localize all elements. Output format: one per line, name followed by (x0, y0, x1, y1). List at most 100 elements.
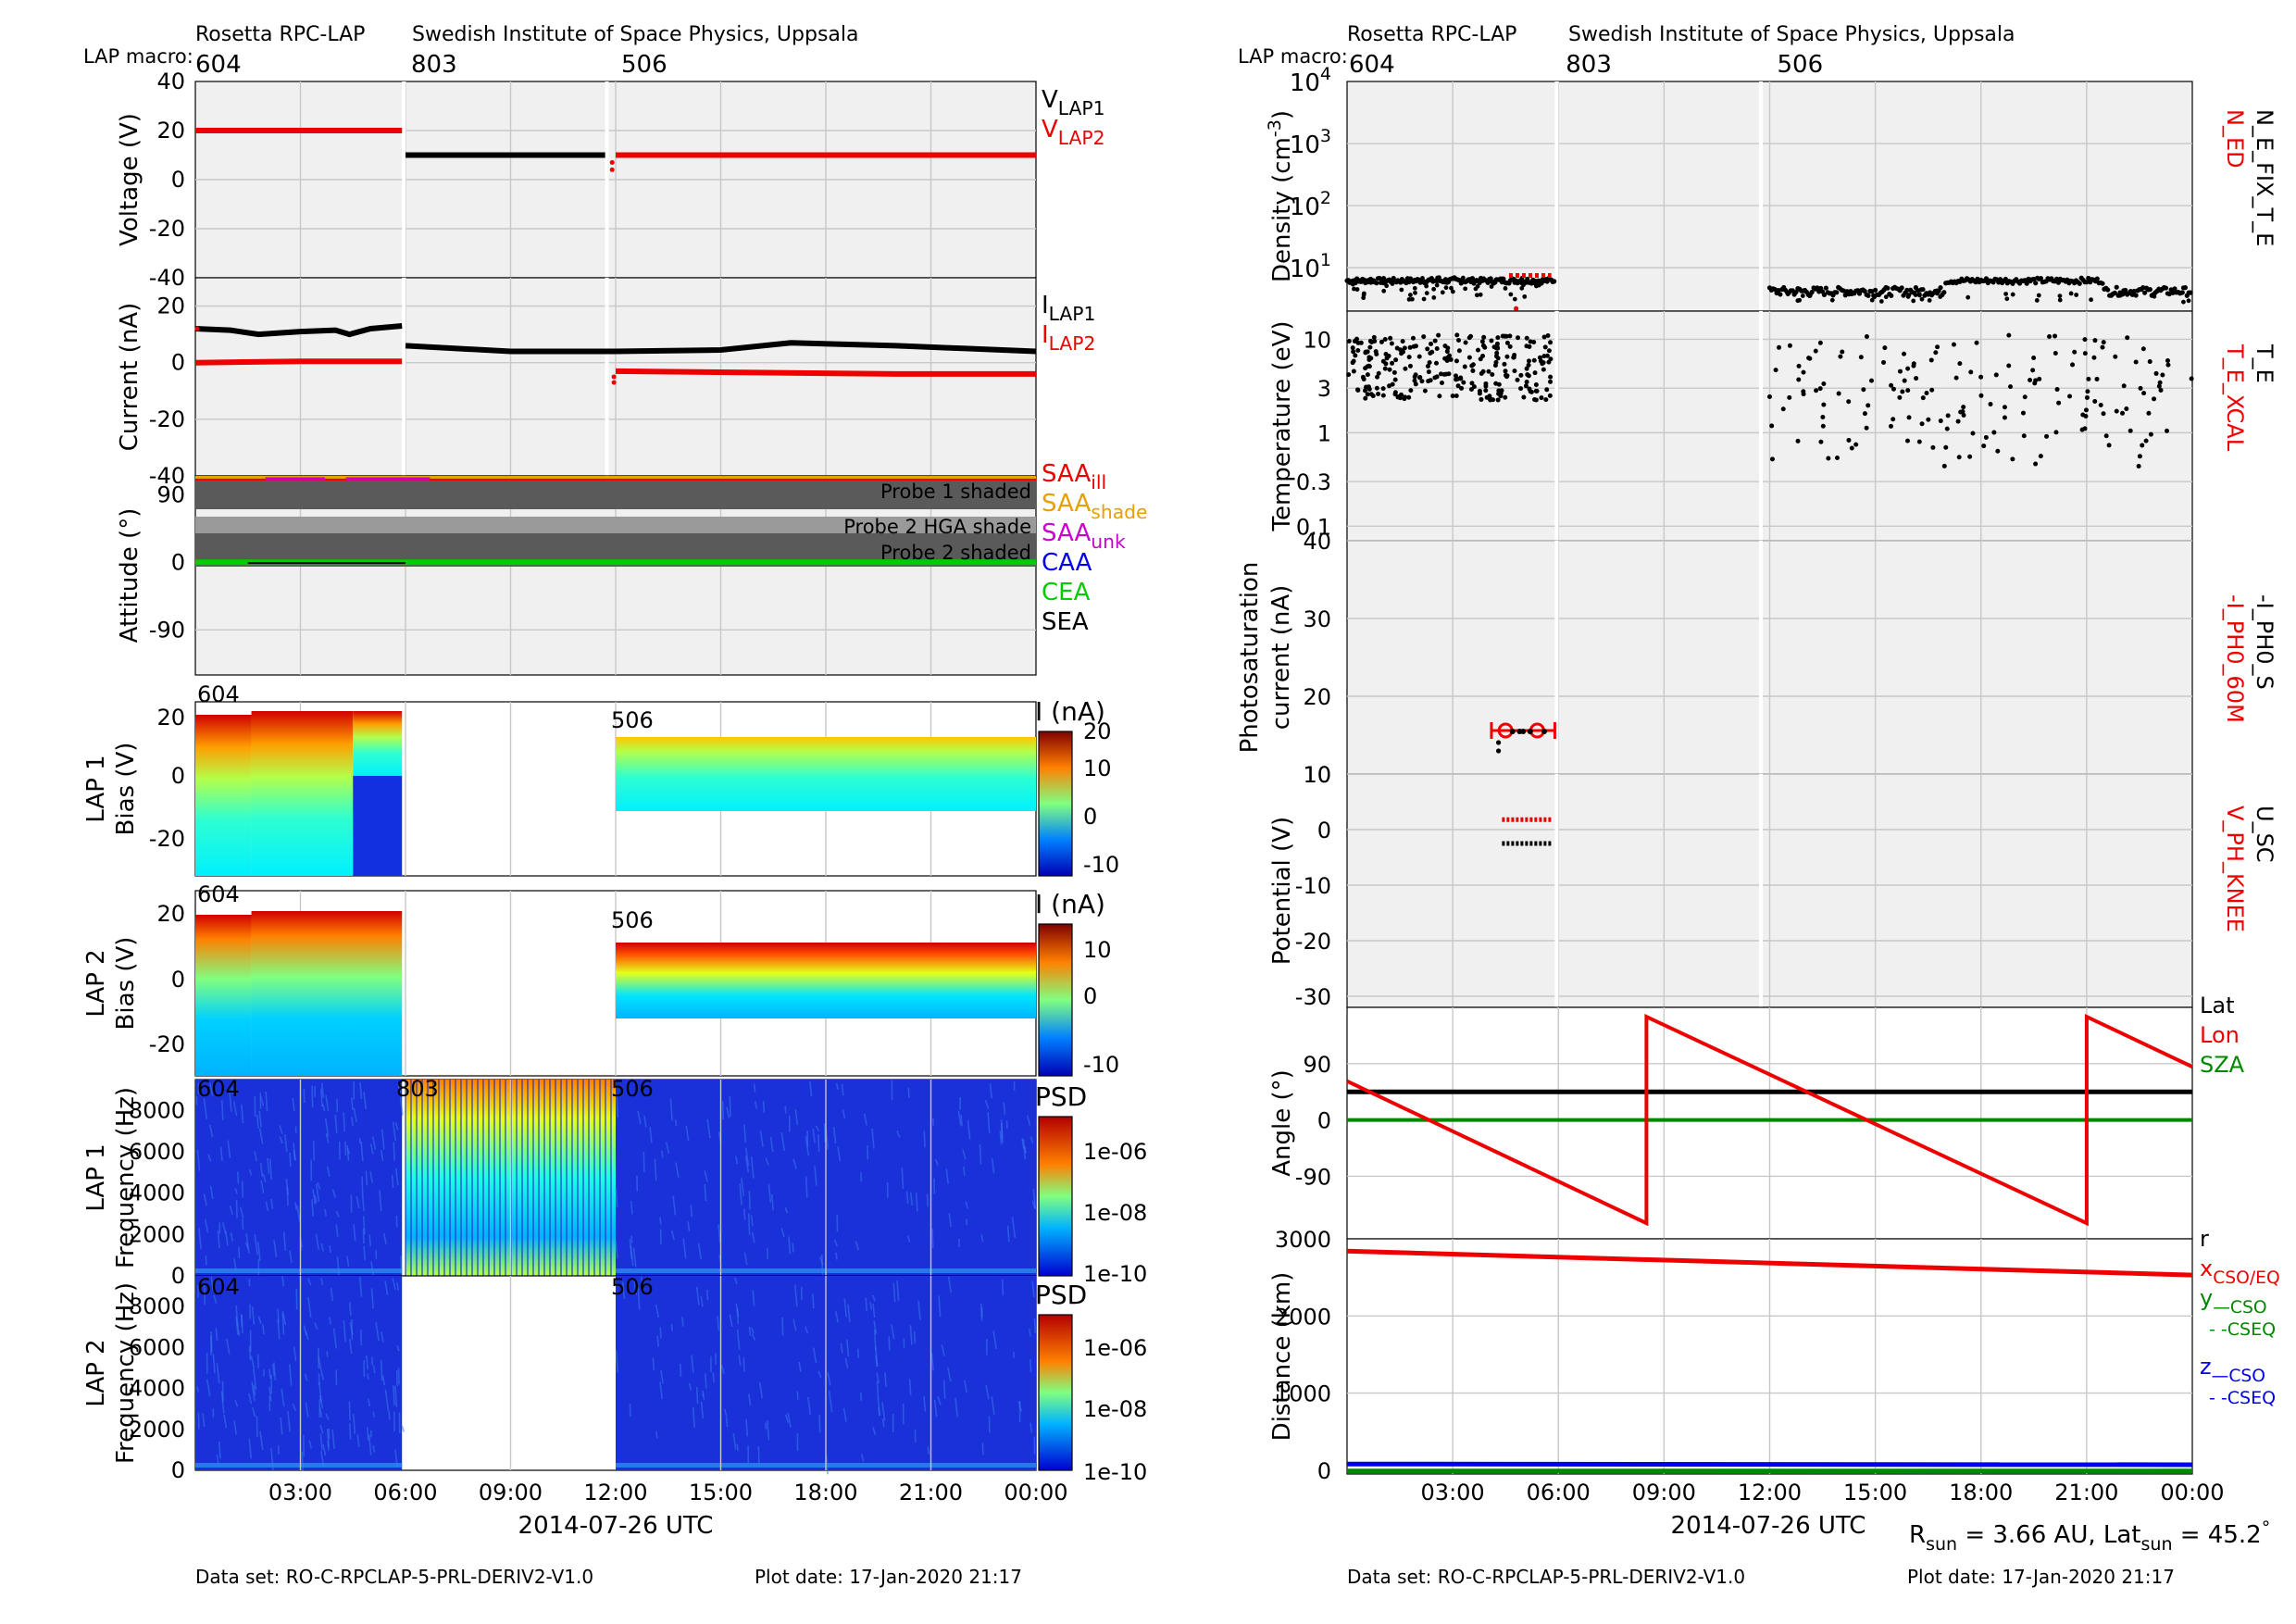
data-point (2148, 431, 2153, 437)
spectro-speck (745, 1418, 749, 1437)
data-point (1806, 356, 1812, 361)
spectro-speck (219, 1146, 223, 1161)
spectro-speck (758, 1381, 764, 1399)
spectro-speck (250, 1355, 256, 1368)
data-point (1392, 377, 1398, 382)
spectro-speck (1024, 1145, 1027, 1154)
spectro-speck (875, 1355, 878, 1368)
data-point (1504, 340, 1510, 345)
data-point (1479, 339, 1485, 344)
spectro-speck (741, 1178, 745, 1196)
spectro-speck (268, 1386, 272, 1402)
data-point (1500, 333, 1505, 339)
spectro-speck (704, 1373, 707, 1389)
data-point (1933, 350, 1939, 356)
ytick-label: 3 (1317, 376, 1331, 402)
ytick-label: 1 (1317, 420, 1331, 446)
data-point (1524, 366, 1529, 371)
spectro-speck (258, 1110, 262, 1128)
data-point (1796, 377, 1802, 382)
data-point (1478, 292, 1483, 297)
data-point (1371, 334, 1377, 340)
spectro-speck (360, 1330, 363, 1346)
spectro-speck (750, 1215, 754, 1227)
data-point (1440, 290, 1445, 295)
legend-ilap2: ILAP2 (1042, 321, 1095, 355)
ytick-label: -20 (149, 406, 185, 432)
data-point (1787, 394, 1792, 400)
data-point (1919, 296, 1925, 302)
data-point (1961, 412, 1966, 418)
spectro-speck (750, 1156, 755, 1179)
spectro-speck (248, 1168, 253, 1176)
spectro2-panel-colorbar (1038, 1314, 1073, 1471)
spectro-speck (980, 1234, 984, 1243)
data-point (2113, 354, 2118, 359)
spectro-speck (196, 1149, 201, 1171)
data-point (2098, 403, 2103, 408)
spectro-speck (379, 1190, 382, 1212)
spectro-speck (742, 1356, 745, 1372)
spectro-speck (704, 1170, 708, 1182)
colorbar-tick: 1e-06 (1083, 1335, 1147, 1361)
data-point (1889, 382, 1894, 388)
spectro-speck (262, 1324, 265, 1335)
spectro-speck (203, 1098, 208, 1119)
data-point (1442, 344, 1448, 349)
data-point (2124, 406, 2129, 411)
data-point (1834, 455, 1840, 460)
data-point (1351, 369, 1356, 374)
sweep1-604 (353, 711, 403, 776)
spectro-speck (331, 1429, 335, 1450)
legend-attitude: SEA (1042, 608, 1089, 636)
data-point (1358, 340, 1364, 345)
data-point (1462, 364, 1467, 369)
spectro-speck (260, 1180, 265, 1193)
spectro-speck (372, 1365, 376, 1374)
spectro-speck (827, 1372, 831, 1386)
data-point (1512, 296, 1517, 302)
spectro-speck (660, 1369, 664, 1384)
spectro-speck (218, 1441, 221, 1459)
spectro-speck (284, 1134, 288, 1153)
spectro-speck (368, 1434, 372, 1455)
spectro-speck (884, 1372, 887, 1388)
spectro-speck (213, 1294, 218, 1304)
spectro-speck (812, 1347, 817, 1364)
data-point (1398, 347, 1404, 353)
spectro-speck (220, 1391, 225, 1414)
data-point (1380, 393, 1386, 398)
data-point (1905, 366, 1911, 371)
data-point (1524, 379, 1529, 384)
spectro-speck (368, 1398, 371, 1407)
spectro-speck (665, 1142, 670, 1155)
ytick-label: 0 (1317, 818, 1331, 843)
data-point (1516, 335, 1521, 341)
data-point (2031, 355, 2037, 360)
spectro-speck (267, 1157, 270, 1174)
colorbar-title: PSD (1035, 1280, 1087, 1310)
macro-tag: 506 (611, 1274, 654, 1300)
spectro-speck (955, 1397, 958, 1418)
data-point (1496, 388, 1502, 394)
spectro-speck (931, 1229, 934, 1248)
macro-name: 506 (621, 51, 668, 79)
macro-tag: 506 (611, 707, 654, 733)
data-point (1442, 280, 1448, 285)
data-point (1983, 434, 1989, 440)
data-point (1456, 337, 1462, 343)
spectro-speck (325, 1132, 330, 1143)
data-point (1813, 348, 1818, 354)
spectro-speck (732, 1432, 737, 1450)
data-point (1449, 285, 1454, 291)
spectro-speck (318, 1394, 324, 1409)
data-point (2082, 351, 2088, 356)
data-point (1928, 357, 1934, 363)
data-point (1911, 298, 1916, 304)
spectro-speck (384, 1280, 389, 1296)
ytick-label: 20 (156, 118, 185, 144)
spectro-speck (245, 1233, 250, 1254)
spectro-speck (901, 1168, 905, 1189)
data-point (1515, 377, 1520, 382)
spectro-speck (984, 1099, 990, 1109)
